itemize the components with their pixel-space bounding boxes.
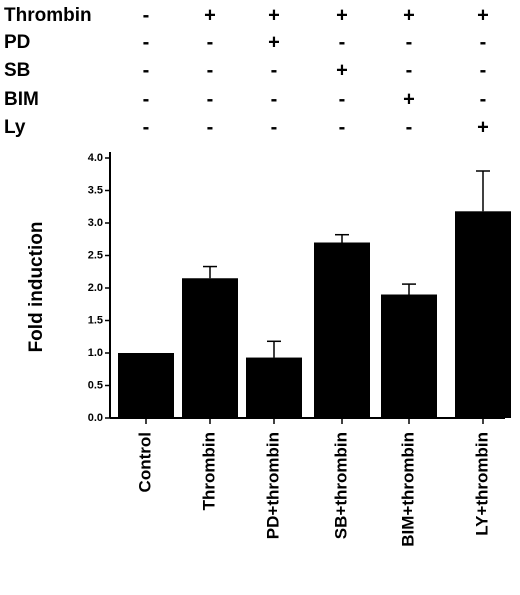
minus-sign: - [207, 31, 214, 53]
minus-sign: - [406, 59, 413, 81]
y-tick-label: 1.0 [88, 347, 103, 359]
minus-sign: - [480, 31, 487, 53]
y-axis-label: Fold induction [26, 222, 47, 353]
minus-sign: - [339, 116, 346, 138]
plus-sign: + [204, 4, 216, 26]
y-tick-label: 0.5 [88, 379, 103, 391]
category-label: BIM+thrombin [398, 432, 417, 547]
row-label-thrombin: Thrombin [4, 5, 92, 26]
category-label: Thrombin [199, 432, 218, 510]
bar-sb-thrombin [314, 242, 370, 418]
y-tick-label: 0.0 [88, 412, 103, 424]
chart-axes [109, 152, 505, 424]
minus-sign: - [143, 31, 150, 53]
plus-sign: + [477, 116, 489, 138]
minus-sign: - [339, 31, 346, 53]
minus-sign: - [143, 4, 150, 26]
minus-sign: - [207, 59, 214, 81]
y-tick-label: 1.5 [88, 314, 103, 326]
minus-sign: - [480, 59, 487, 81]
minus-sign: - [406, 31, 413, 53]
y-tick-label: 3.5 [88, 184, 103, 196]
minus-sign: - [271, 59, 278, 81]
y-tick-label: 2.5 [88, 249, 103, 261]
plus-sign: + [477, 4, 489, 26]
plus-sign: + [336, 59, 348, 81]
row-label-ly: Ly [4, 117, 26, 138]
row-label-sb: SB [4, 60, 30, 81]
category-label: Control [135, 432, 154, 492]
bars [118, 211, 511, 418]
category-label: SB+thrombin [331, 432, 350, 539]
y-tick-label: 4.0 [88, 152, 103, 164]
bar-control [118, 353, 174, 418]
row-label-bim: BIM [4, 89, 39, 110]
bar-pd-thrombin [246, 357, 302, 418]
y-tick-label: 2.0 [88, 282, 103, 294]
minus-sign: - [143, 88, 150, 110]
row-label-pd: PD [4, 32, 30, 53]
minus-sign: - [143, 116, 150, 138]
minus-sign: - [480, 88, 487, 110]
plus-sign: + [336, 4, 348, 26]
error-bars [203, 170, 490, 358]
y-ticks: 0.0 0.5 1.0 1.5 2.0 2.5 3.0 3.5 4.0 [88, 152, 110, 424]
minus-sign: - [406, 116, 413, 138]
bar-thrombin [182, 278, 238, 418]
y-tick-label: 3.0 [88, 217, 103, 229]
minus-sign: - [339, 88, 346, 110]
minus-sign: - [143, 59, 150, 81]
plus-sign: + [403, 88, 415, 110]
minus-sign: - [271, 88, 278, 110]
plus-sign: + [268, 4, 280, 26]
plus-sign: + [403, 4, 415, 26]
minus-sign: - [207, 116, 214, 138]
plus-sign: + [268, 31, 280, 53]
bar-ly-thrombin [455, 211, 511, 418]
minus-sign: - [271, 116, 278, 138]
bar-chart: Fold induction 0.0 0.5 1.0 1.5 2.0 2.5 3.0 3.5 4… [26, 152, 511, 547]
category-label: LY+thrombin [472, 432, 491, 536]
treatment-table: Thrombin - + + + + + PD - - + - - - SB - - - + - - BIM - - - - + - L… [4, 4, 489, 138]
category-labels: Control Thrombin PD+thrombin SB+thrombin BIM… [135, 432, 491, 547]
minus-sign: - [207, 88, 214, 110]
category-label: PD+thrombin [263, 432, 282, 539]
bar-bim-thrombin [381, 294, 437, 418]
